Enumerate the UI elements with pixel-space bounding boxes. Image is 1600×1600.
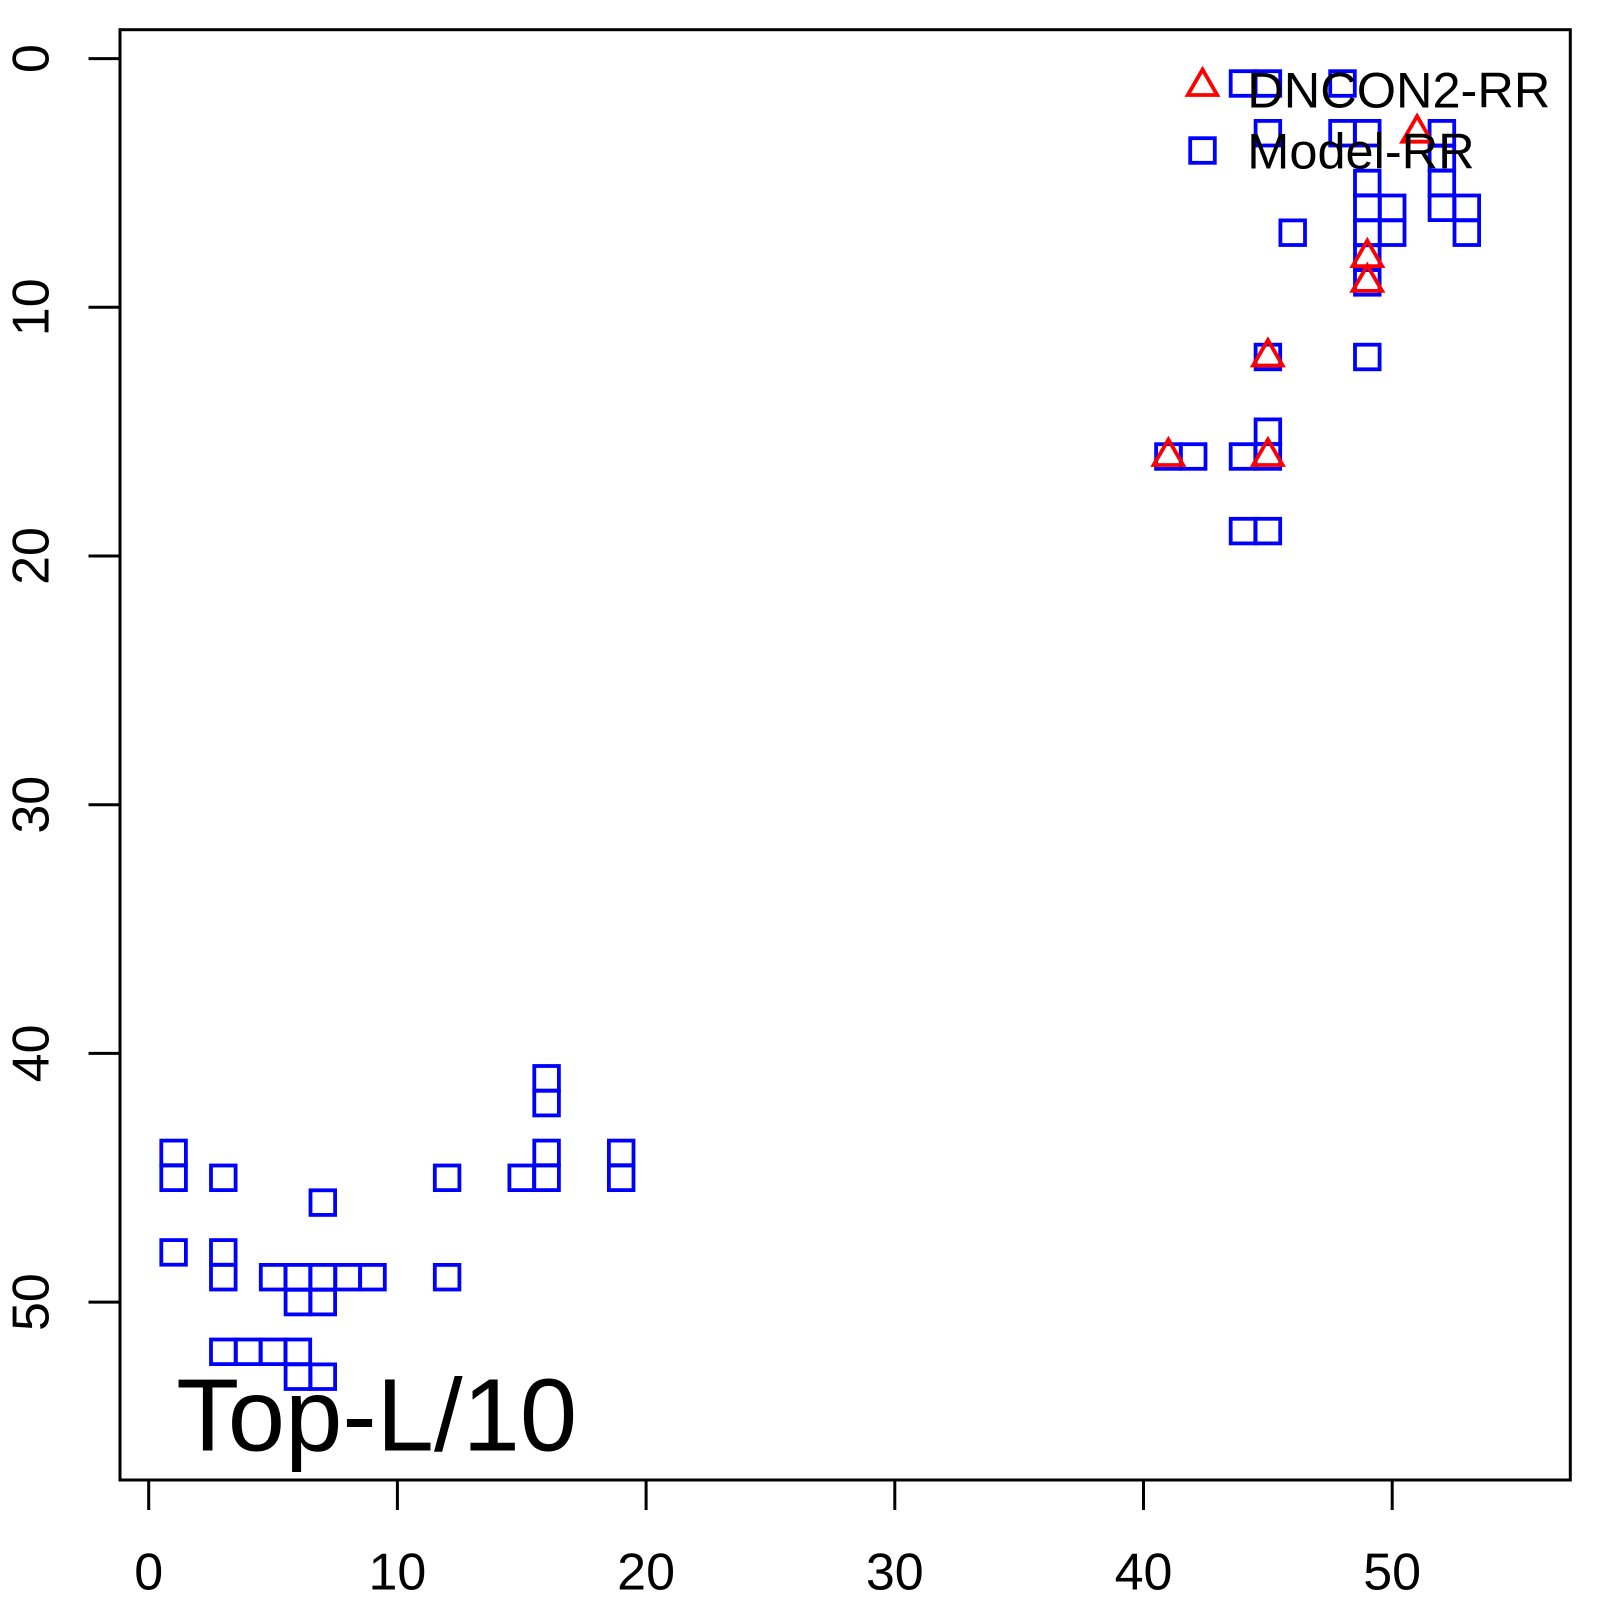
svg-text:Top-L/10: Top-L/10 bbox=[176, 1358, 577, 1473]
svg-text:10: 10 bbox=[3, 278, 61, 336]
svg-text:50: 50 bbox=[3, 1273, 61, 1331]
svg-text:20: 20 bbox=[617, 1543, 675, 1600]
svg-text:0: 0 bbox=[134, 1543, 163, 1600]
svg-text:20: 20 bbox=[3, 527, 61, 585]
svg-text:DNCON2-RR: DNCON2-RR bbox=[1247, 62, 1550, 119]
svg-text:0: 0 bbox=[3, 44, 61, 73]
svg-text:50: 50 bbox=[1363, 1543, 1421, 1600]
svg-text:40: 40 bbox=[3, 1024, 61, 1082]
svg-text:30: 30 bbox=[866, 1543, 924, 1600]
svg-text:30: 30 bbox=[3, 776, 61, 834]
svg-text:10: 10 bbox=[368, 1543, 426, 1600]
svg-text:40: 40 bbox=[1115, 1543, 1173, 1600]
svg-text:Model-RR: Model-RR bbox=[1247, 123, 1474, 180]
